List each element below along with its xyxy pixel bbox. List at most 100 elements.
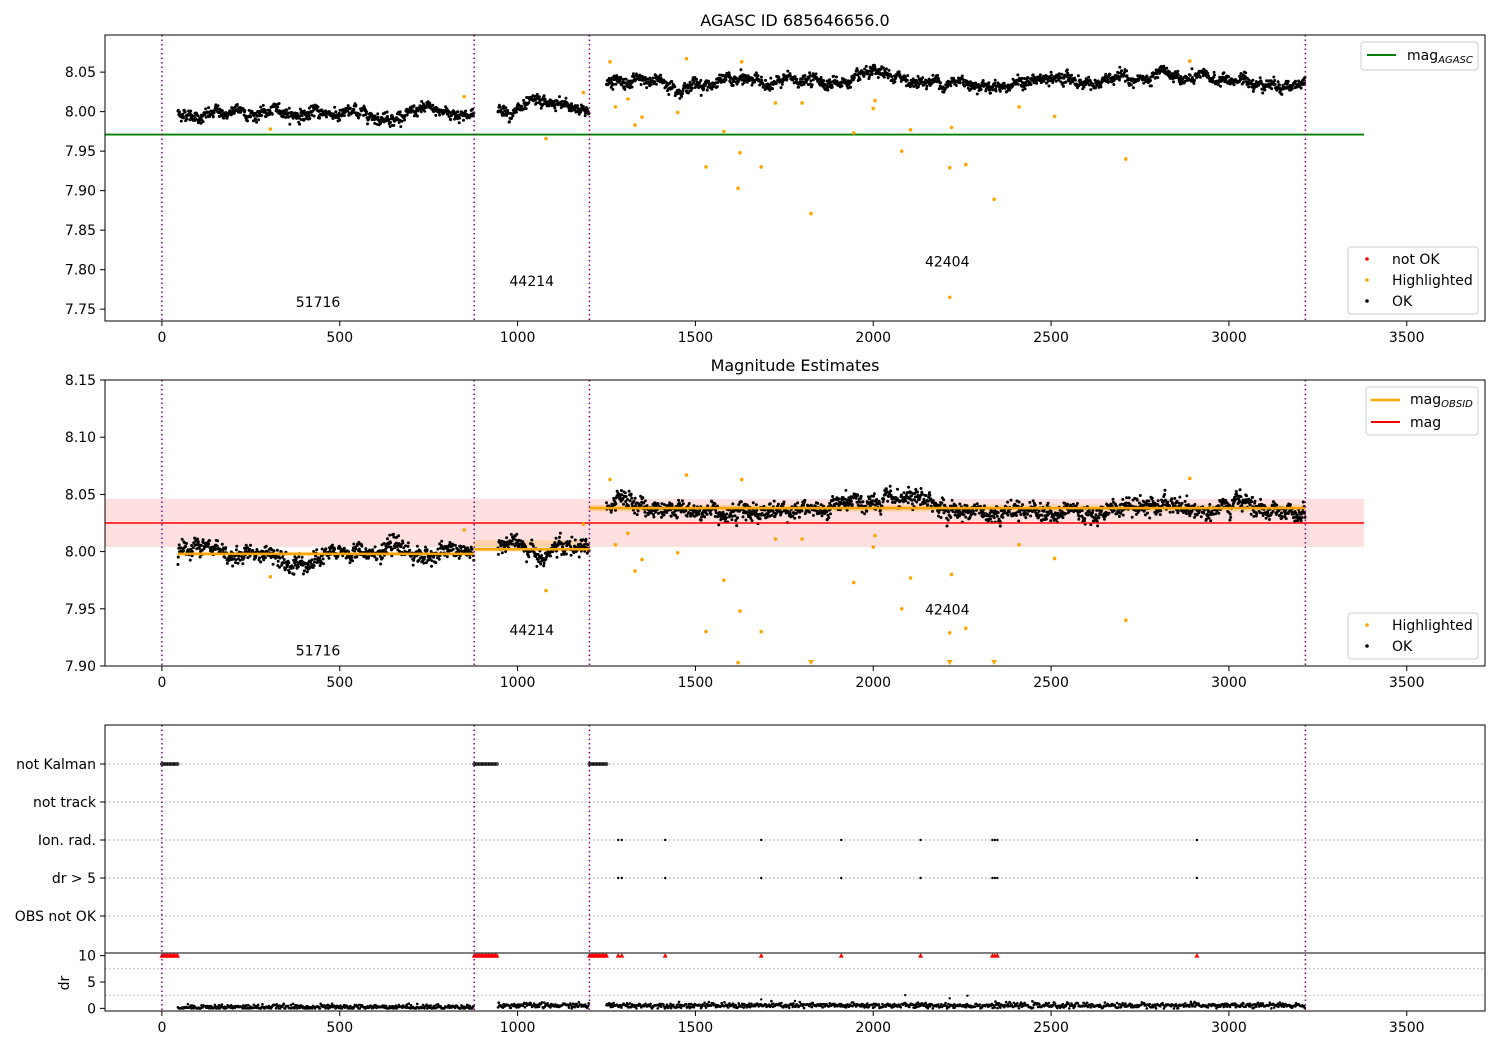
ok-point xyxy=(889,489,893,493)
ok-point xyxy=(758,517,762,521)
ok-point xyxy=(1130,515,1134,519)
ok-point xyxy=(749,516,753,520)
ok-point xyxy=(1079,78,1082,82)
ok-point xyxy=(614,82,618,86)
ok-point xyxy=(223,555,227,559)
ok-point xyxy=(367,555,371,559)
ok-point xyxy=(558,95,561,99)
ok-point xyxy=(670,80,674,83)
ok-point xyxy=(207,106,211,110)
highlighted-point xyxy=(739,60,744,64)
ok-point xyxy=(423,555,427,559)
ok-point xyxy=(769,76,773,80)
ok-point xyxy=(555,99,559,103)
ok-point xyxy=(651,76,655,80)
ok-point xyxy=(1000,86,1004,90)
ok-point xyxy=(504,550,508,553)
ok-point xyxy=(1077,84,1081,88)
highlighted-point xyxy=(992,197,996,202)
ok-point xyxy=(564,552,568,556)
ok-point xyxy=(897,70,901,74)
ok-point xyxy=(1026,76,1030,80)
ok-point xyxy=(248,547,252,551)
ok-point xyxy=(248,554,252,558)
ok-point xyxy=(1030,77,1034,81)
ok-point xyxy=(1054,518,1058,522)
ok-point xyxy=(776,502,780,506)
ok-point xyxy=(300,555,304,559)
ok-point xyxy=(1046,501,1050,505)
ok-point xyxy=(1251,89,1255,93)
panel0-ytick-label: 7.75 xyxy=(65,302,96,318)
ok-point xyxy=(397,121,401,124)
ok-point xyxy=(878,502,882,505)
ok-point xyxy=(811,513,815,517)
ok-point xyxy=(358,550,362,553)
ok-point xyxy=(453,543,457,547)
ok-point xyxy=(699,518,703,522)
highlighted-point xyxy=(963,162,968,167)
ok-point xyxy=(179,119,183,123)
ok-point xyxy=(357,116,360,120)
ok-point xyxy=(199,544,203,547)
ok-point xyxy=(786,69,790,73)
ok-point xyxy=(605,501,608,505)
ok-point xyxy=(688,80,692,84)
ok-point xyxy=(624,500,628,503)
ok-point xyxy=(254,118,258,121)
ok-point xyxy=(294,557,298,560)
ok-point xyxy=(236,561,240,565)
ok-point xyxy=(1148,516,1152,520)
highlighted-point xyxy=(722,129,726,134)
ok-point xyxy=(288,570,292,574)
ok-point xyxy=(615,74,619,78)
ok-point xyxy=(1143,513,1147,517)
ok-point xyxy=(404,544,407,548)
ok-point xyxy=(623,87,627,91)
ok-point xyxy=(343,110,347,114)
ok-point xyxy=(811,78,815,82)
ok-point xyxy=(925,87,928,91)
highlighted-point xyxy=(800,101,804,105)
ok-point xyxy=(1050,73,1053,77)
ok-point xyxy=(875,497,879,501)
ok-point xyxy=(1150,496,1154,500)
ok-point xyxy=(392,532,395,536)
ok-point xyxy=(263,108,267,112)
panel0-ytick-label: 7.85 xyxy=(65,223,96,239)
ok-point xyxy=(870,72,874,76)
ok-point xyxy=(558,535,561,539)
ok-point xyxy=(584,537,588,541)
panel0-xtick-label: 2000 xyxy=(855,330,891,346)
ok-point xyxy=(570,535,574,539)
ok-point xyxy=(698,81,701,85)
ok-point xyxy=(555,555,559,559)
ok-point xyxy=(502,104,506,108)
ok-point xyxy=(654,82,658,86)
ok-point xyxy=(1111,497,1115,501)
ok-point xyxy=(868,497,872,501)
panel0-xtick-label: 500 xyxy=(326,330,353,346)
ok-point xyxy=(399,125,403,129)
ok-point xyxy=(520,104,523,108)
ok-point xyxy=(420,100,424,103)
ok-point xyxy=(632,499,636,503)
ok-point xyxy=(318,556,322,560)
ok-point xyxy=(611,82,615,86)
ok-point xyxy=(636,509,640,513)
ok-point xyxy=(1146,511,1149,515)
ok-point xyxy=(424,545,427,549)
ok-point xyxy=(652,515,656,519)
ok-point xyxy=(405,113,409,117)
ok-point xyxy=(1008,88,1012,92)
ok-point xyxy=(939,516,943,519)
ok-point xyxy=(745,503,749,507)
ok-point xyxy=(406,544,410,548)
ok-point xyxy=(975,92,979,96)
ok-point xyxy=(775,511,779,515)
ok-point xyxy=(573,538,577,542)
ok-point xyxy=(730,518,734,522)
ok-point xyxy=(258,556,261,560)
